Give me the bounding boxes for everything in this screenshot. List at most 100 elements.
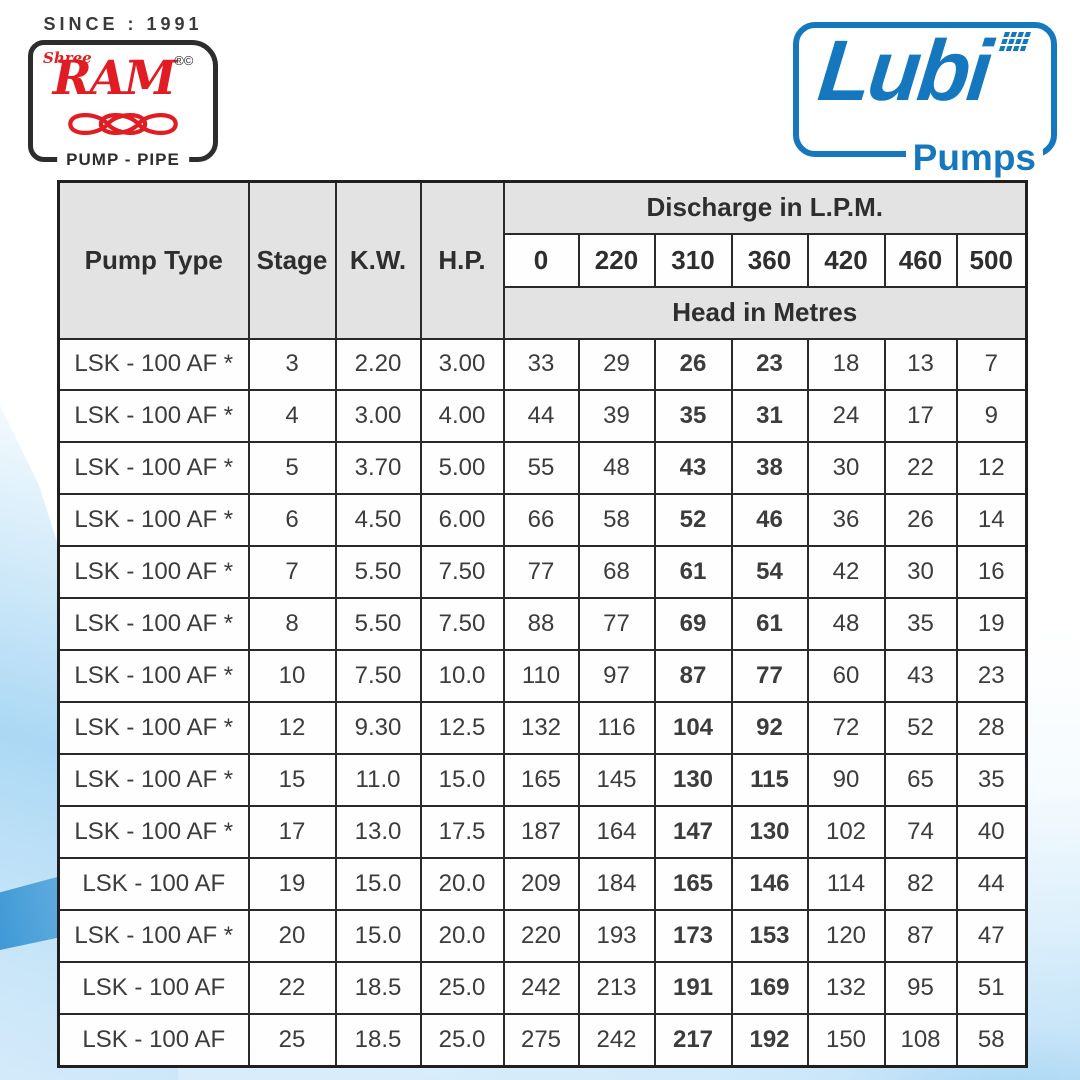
head-value-cell: 61 [653,545,733,600]
ram-name-text: RAM [52,51,177,106]
table-row: LSK - 100 AF * 10 7.50 10.0 110 97 87 77 60 43 23 [57,649,1028,704]
head-value-cell: 24 [806,389,886,444]
header-head-in-metres: Head in Metres [502,285,1028,340]
head-value-cell: 22 [883,441,958,496]
pump-type-cell: LSK - 100 AF * [57,597,250,652]
head-value-cell: 58 [577,493,656,548]
head-value-cell: 217 [653,1012,733,1068]
head-value-cell: 52 [883,701,958,755]
head-value-cell: 60 [806,649,886,704]
head-value-cell: 90 [806,753,886,807]
header-pump-type: Pump Type [57,180,250,340]
kw-cell: 18.5 [334,1012,422,1068]
head-value-cell: 35 [883,597,958,652]
head-value-cell: 30 [806,441,886,496]
kw-cell: 11.0 [334,753,422,807]
head-value-cell: 108 [883,1012,958,1068]
header-row-head-metres: Head in Metres [59,285,1028,340]
head-value-cell: 17 [883,389,958,444]
kw-cell: 18.5 [334,960,422,1015]
discharge-value-header: 360 [730,232,809,288]
head-value-cell: 61 [730,597,809,652]
pump-spec-table: Pump Type Stage K.W. H.P. Discharge in L… [57,180,1028,1068]
registered-copyright-marks: ®© [174,53,194,68]
table-row: LSK - 100 AF * 4 3.00 4.00 44 39 35 31 24 17 9 [57,389,1028,444]
head-value-cell: 132 [806,960,886,1015]
head-value-cell: 35 [653,389,733,444]
kw-cell: 9.30 [334,701,422,755]
head-value-cell: 65 [883,753,958,807]
head-value-cell: 164 [577,804,656,859]
table-row: LSK - 100 AF * 3 2.20 3.00 33 29 26 23 18 13 7 [57,337,1028,392]
head-value-cell: 213 [577,960,656,1015]
head-value-cell: 43 [883,649,958,704]
head-value-cell: 146 [730,856,809,911]
pump-type-cell: LSK - 100 AF * [57,649,250,704]
head-value-cell: 82 [883,856,958,911]
hp-cell: 12.5 [419,701,505,755]
discharge-value-header: 420 [806,232,886,288]
pump-type-cell: LSK - 100 AF * [57,337,250,392]
head-value-cell: 26 [883,493,958,548]
head-value-cell: 30 [883,545,958,600]
head-value-cell: 13 [883,337,958,392]
table-body: LSK - 100 AF * 3 2.20 3.00 33 29 26 23 18 13 7 LSK … [57,337,1028,1068]
head-value-cell: 46 [730,493,809,548]
hp-cell: 3.00 [419,337,505,392]
stage-cell: 5 [247,441,337,496]
pump-type-cell: LSK - 100 AF * [57,493,250,548]
head-value-cell: 29 [577,337,656,392]
head-value-cell: 72 [806,701,886,755]
head-value-cell: 191 [653,960,733,1015]
kw-cell: 15.0 [334,856,422,911]
head-value-cell: 58 [955,1012,1028,1068]
pump-type-cell: LSK - 100 AF [57,960,250,1015]
infinity-swirl-icon [68,112,178,136]
table-row: LSK - 100 AF * 20 15.0 20.0 220 193 173 153 120 8… [57,908,1028,963]
hp-cell: 7.50 [419,545,505,600]
pump-type-cell: LSK - 100 AF [57,1012,250,1068]
table-row: LSK - 100 AF * 7 5.50 7.50 77 68 61 54 42 30 16 [57,545,1028,600]
stage-cell: 3 [247,337,337,392]
head-value-cell: 77 [502,545,580,600]
table-row: LSK - 100 AF 19 15.0 20.0 209 184 165 146 114 82 4… [57,856,1028,911]
lubi-logo-box [793,22,1057,157]
head-value-cell: 77 [730,649,809,704]
head-value-cell: 115 [730,753,809,807]
head-value-cell: 69 [653,597,733,652]
head-value-cell: 23 [955,649,1028,704]
discharge-value-header: 500 [955,232,1028,288]
header-row-discharge-values: 0 220 310 360 420 460 500 [59,232,1028,288]
head-value-cell: 54 [730,545,809,600]
head-value-cell: 88 [502,597,580,652]
head-value-cell: 102 [806,804,886,859]
head-value-cell: 44 [502,389,580,444]
pump-type-cell: LSK - 100 AF * [57,908,250,963]
head-value-cell: 116 [577,701,656,755]
pump-pipe-tagline: PUMP - PIPE [57,148,189,172]
head-value-cell: 87 [883,908,958,963]
discharge-value-header: 310 [653,232,733,288]
stage-cell: 19 [247,856,337,911]
kw-cell: 3.00 [334,389,422,444]
hp-cell: 17.5 [419,804,505,859]
stage-cell: 17 [247,804,337,859]
hp-cell: 5.00 [419,441,505,496]
head-value-cell: 51 [955,960,1028,1015]
head-value-cell: 147 [653,804,733,859]
head-value-cell: 173 [653,908,733,963]
table-row: LSK - 100 AF * 15 11.0 15.0 165 145 130 115 90 65… [57,753,1028,807]
head-value-cell: 104 [653,701,733,755]
head-value-cell: 193 [577,908,656,963]
stage-cell: 12 [247,701,337,755]
kw-cell: 15.0 [334,908,422,963]
header-row-discharge: Pump Type Stage K.W. H.P. Discharge in L… [57,180,1028,340]
head-value-cell: 36 [806,493,886,548]
table-row: LSK - 100 AF * 5 3.70 5.00 55 48 43 38 30 22 12 [57,441,1028,496]
head-value-cell: 18 [806,337,886,392]
head-value-cell: 48 [806,597,886,652]
head-value-cell: 33 [502,337,580,392]
head-value-cell: 209 [502,856,580,911]
head-value-cell: 52 [653,493,733,548]
kw-cell: 2.20 [334,337,422,392]
